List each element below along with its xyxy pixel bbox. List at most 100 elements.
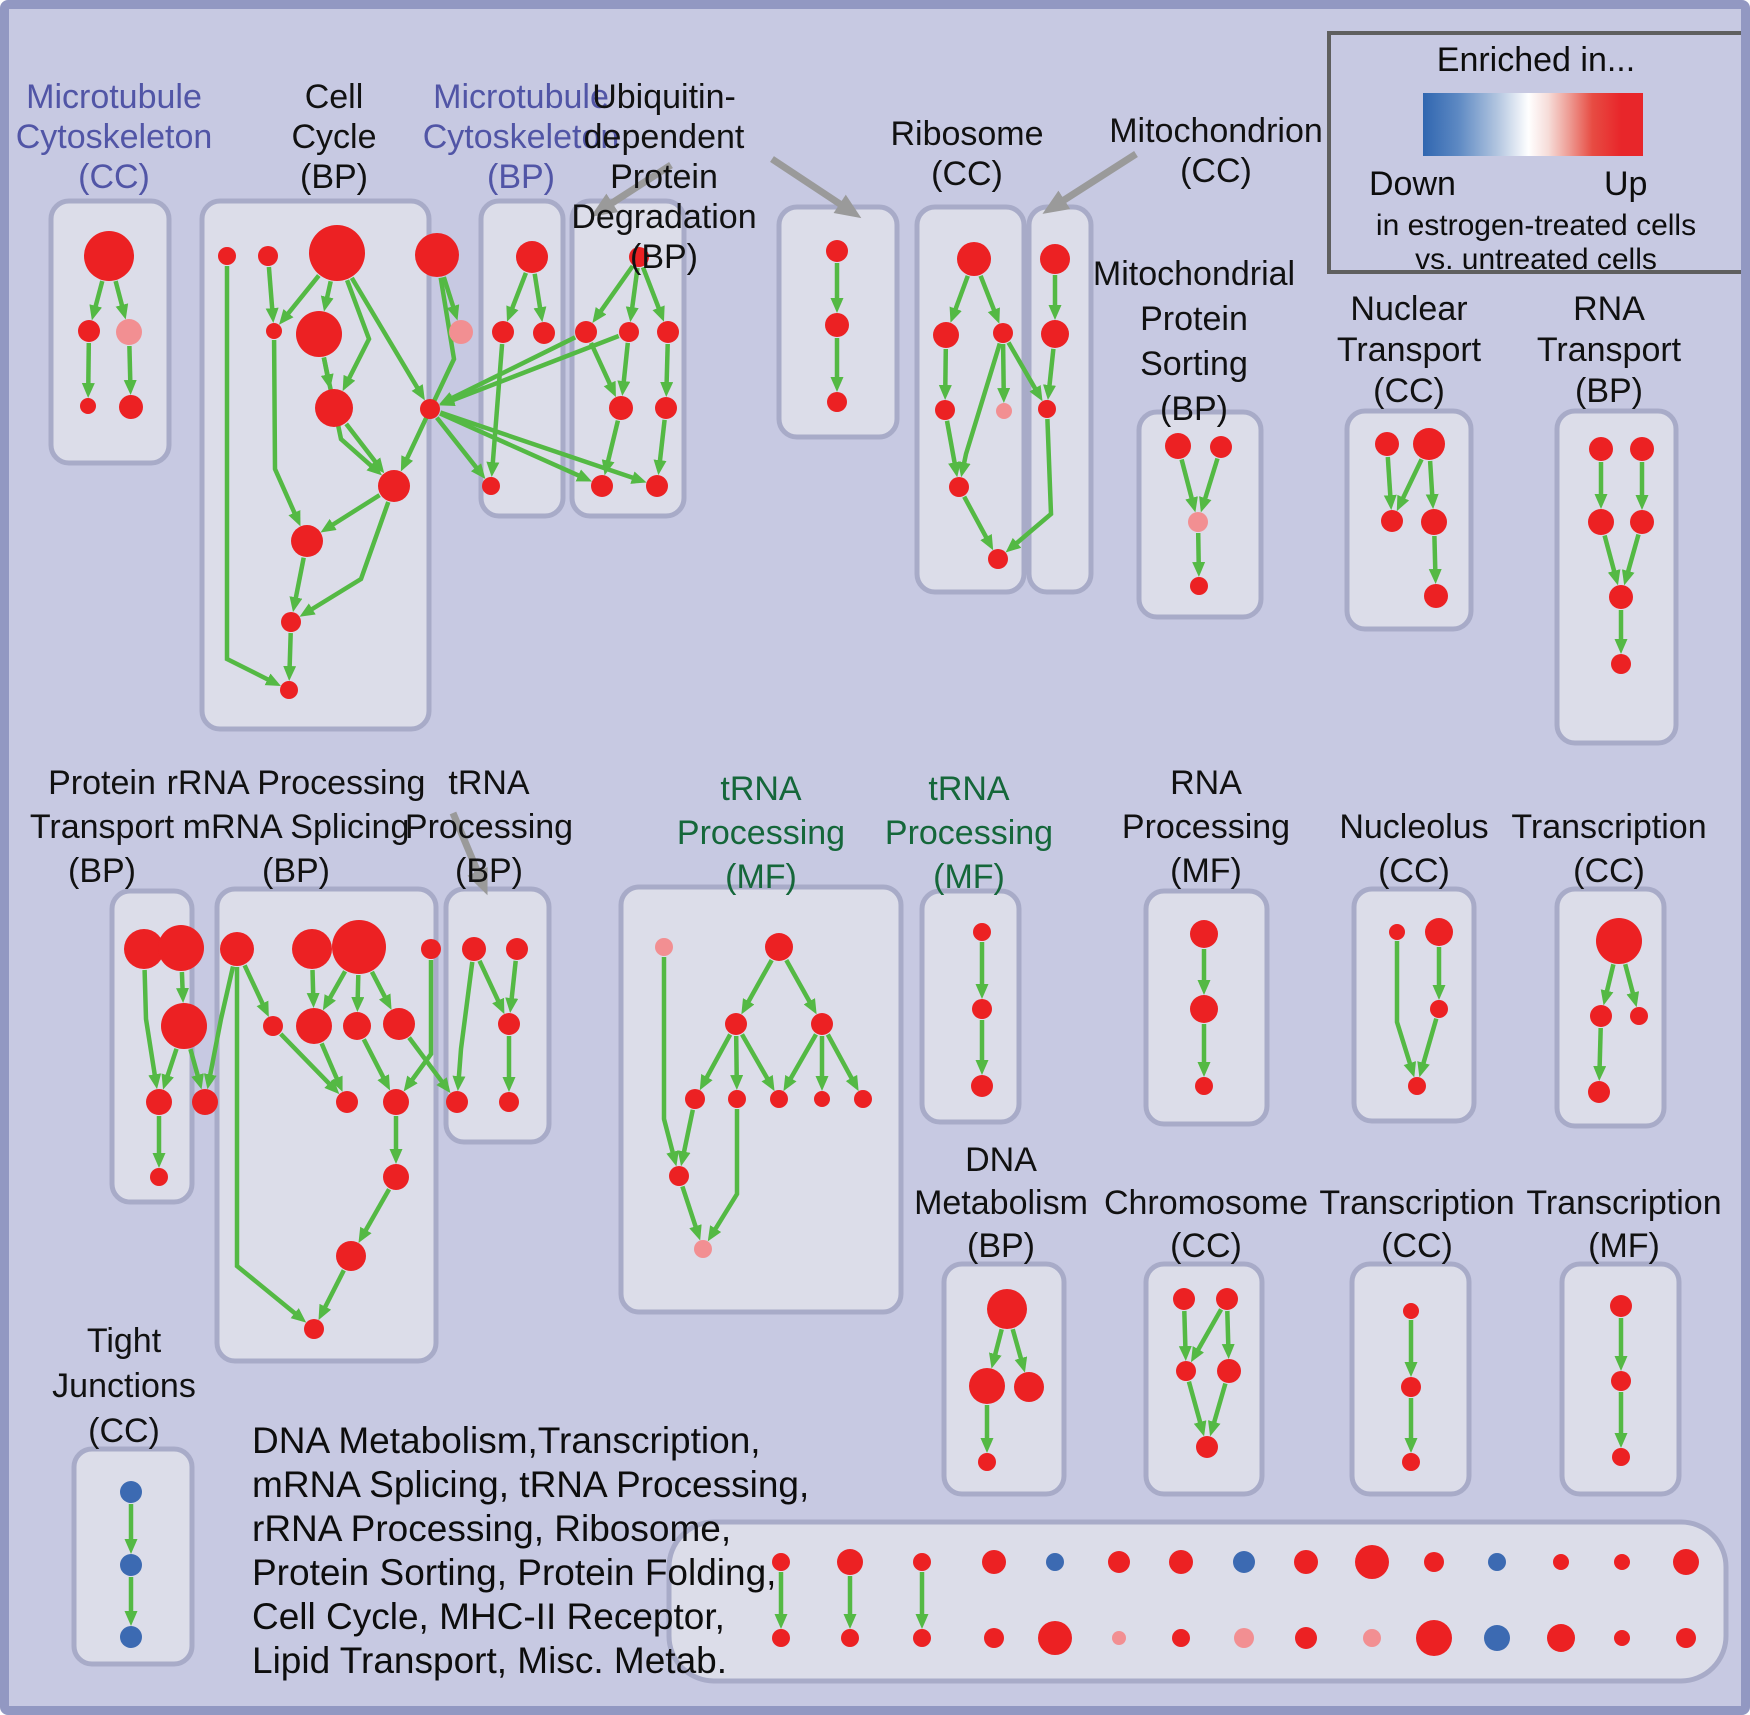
edge-arrow	[400, 277, 457, 472]
go-term-node	[315, 389, 353, 427]
go-term-node	[1188, 512, 1208, 532]
go-term-node	[619, 322, 639, 342]
go-term-node	[1553, 1554, 1569, 1570]
edge-arrow	[289, 557, 306, 613]
go-term-node	[449, 320, 473, 344]
cluster-label-cell-cycle: Cell Cycle (BP)	[291, 78, 377, 196]
go-term-node	[982, 1550, 1006, 1574]
go-term-node	[1195, 1077, 1213, 1095]
go-term-node	[1389, 924, 1405, 940]
edge-arrow	[1600, 963, 1616, 1006]
go-term-node	[482, 477, 500, 495]
go-term-node	[383, 1089, 409, 1115]
edge-arrow	[342, 279, 372, 392]
go-term-node	[492, 321, 514, 343]
go-term-node	[1488, 1553, 1506, 1571]
go-term-node	[949, 477, 969, 497]
edge-arrow	[439, 411, 592, 482]
cluster-label-trna-bp: tRNA Processing (BP)	[404, 764, 574, 890]
edge-arrow	[1178, 1310, 1192, 1361]
go-term-node	[498, 1013, 520, 1035]
go-term-node	[383, 1008, 415, 1040]
cluster-label-nucleolus: Nucleolus (CC)	[1339, 808, 1489, 890]
edge-arrow	[113, 280, 129, 320]
go-term-node	[988, 549, 1008, 569]
edge-arrow	[949, 275, 970, 323]
cluster-label-transcription-mf: Transcription (MF)	[1526, 1184, 1722, 1265]
edge-arrow	[601, 420, 621, 476]
edge-arrow	[677, 1109, 696, 1167]
go-term-node	[1165, 433, 1191, 459]
edge-arrow	[1383, 456, 1397, 511]
go-term-node	[1108, 1551, 1130, 1573]
edge-arrow	[403, 960, 434, 1092]
go-term-node	[1416, 1620, 1452, 1656]
cluster-label-trna-mf-2: tRNA Processing (MF)	[884, 770, 1054, 896]
go-term-node	[533, 322, 555, 344]
edge-arrow	[203, 965, 236, 1090]
go-term-node	[1630, 510, 1654, 534]
edge-arrow	[1190, 1308, 1224, 1363]
cluster-box-chromosome	[1143, 1261, 1265, 1497]
go-term-node	[1295, 1627, 1317, 1649]
edge-arrow	[161, 1048, 179, 1090]
go-term-node	[1588, 1081, 1610, 1103]
go-term-node	[575, 321, 597, 343]
edge-arrow	[784, 959, 817, 1015]
cluster-label-microtubule-bp: Microtubule Cytoskeleton (BP)	[422, 78, 620, 196]
cluster-label-dna-metabolism: DNA Metabolism (BP)	[914, 1141, 1088, 1265]
edge-arrow	[1394, 941, 1417, 1078]
go-term-node	[281, 612, 301, 632]
edge-arrow	[506, 272, 528, 322]
edge-arrow	[1425, 460, 1439, 510]
cluster-box-misc-cluster	[666, 1519, 1729, 1684]
edges	[81, 263, 1649, 1629]
go-term-node	[1676, 1628, 1696, 1648]
cluster-box-nucleolus	[1351, 886, 1477, 1124]
go-term-node	[158, 925, 204, 971]
go-term-node	[935, 400, 955, 420]
go-term-node	[1038, 1621, 1072, 1655]
go-term-node	[415, 233, 459, 277]
go-term-node	[854, 1090, 872, 1108]
go-term-node	[1630, 437, 1654, 461]
edge-arrow	[957, 342, 1002, 478]
edge-arrow	[699, 1033, 733, 1091]
edge-arrow	[123, 345, 137, 395]
edge-arrow	[452, 961, 475, 1092]
edge-arrow	[661, 957, 679, 1167]
edge-arrow	[81, 342, 95, 398]
edge-arrow	[89, 280, 105, 321]
legend-gradient-bar	[1423, 93, 1643, 156]
pointer-arrow	[770, 156, 862, 219]
cluster-box-trna-mf-2	[919, 888, 1022, 1125]
go-term-node	[296, 1008, 332, 1044]
go-term-node	[1547, 1624, 1575, 1652]
edge-arrow	[319, 1042, 343, 1092]
edge-arrow	[234, 967, 307, 1323]
go-term-node	[1611, 654, 1631, 674]
go-term-node	[383, 1164, 409, 1190]
edge-arrow	[1428, 535, 1442, 584]
edge-arrow	[1417, 1017, 1439, 1078]
edge-arrow	[320, 493, 381, 533]
go-term-node	[280, 681, 298, 699]
go-term-node	[462, 937, 486, 961]
edge-arrow	[1208, 1382, 1228, 1437]
go-term-node	[728, 1090, 746, 1108]
go-term-node	[1233, 1551, 1255, 1573]
go-term-node	[1014, 1372, 1044, 1402]
edge-arrow	[344, 422, 385, 474]
go-term-node	[591, 475, 613, 497]
go-term-node	[516, 241, 548, 273]
go-term-node	[1173, 1288, 1195, 1310]
edge-arrow	[938, 348, 952, 400]
cluster-box-dna-metabolism	[941, 1261, 1067, 1497]
edge-arrow	[588, 341, 616, 398]
edge-arrow	[318, 1269, 346, 1321]
go-term-node	[1611, 1371, 1631, 1391]
edge-arrow	[978, 274, 1000, 324]
go-term-node	[1216, 1288, 1238, 1310]
edge-arrow	[435, 416, 486, 479]
go-term-node	[336, 1241, 366, 1271]
